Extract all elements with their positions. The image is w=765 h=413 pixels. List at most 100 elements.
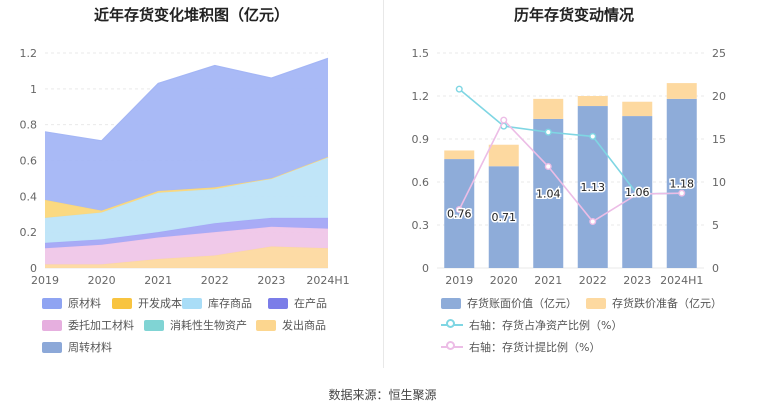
line-point bbox=[633, 190, 641, 198]
area-series-委托加工材料 bbox=[45, 226, 328, 265]
line-point bbox=[678, 189, 686, 197]
legend-label: 右轴：存货占净资产比例（%） bbox=[469, 319, 623, 332]
right-y2-tick-label: 5 bbox=[712, 219, 719, 232]
legend-item-右轴：存货占净资产比例（%）[interactable]: 右轴：存货占净资产比例（%） bbox=[441, 317, 622, 333]
legend-swatch bbox=[42, 319, 62, 331]
legend-item-消耗性生物资产[interactable]: 消耗性生物资产 bbox=[144, 317, 247, 333]
left-x-tick-label: 2022 bbox=[201, 274, 229, 287]
left-x-tick-label: 2021 bbox=[144, 274, 172, 287]
right-y-tick-label: 1.5 bbox=[412, 47, 430, 60]
line-point bbox=[589, 132, 597, 140]
data-source-note: 数据来源：恒生聚源 bbox=[328, 388, 437, 402]
bar-carrying-value bbox=[444, 159, 475, 268]
right-y-tick-label: 0 bbox=[422, 262, 429, 275]
line-point bbox=[544, 128, 552, 136]
legend-swatch bbox=[441, 319, 463, 331]
left-y-tick-label: 0.8 bbox=[20, 119, 38, 132]
line-point bbox=[500, 116, 508, 124]
legend-swatch bbox=[268, 297, 288, 309]
legend-item-发出商品[interactable]: 发出商品 bbox=[256, 317, 326, 333]
right-y2-tick-label: 10 bbox=[712, 176, 726, 189]
legend-swatch bbox=[586, 297, 606, 309]
legend-swatch bbox=[144, 319, 164, 331]
bar-impairment-reserve bbox=[444, 150, 475, 160]
right-x-tick-label: 2022 bbox=[579, 274, 607, 287]
legend-label: 发出商品 bbox=[282, 319, 326, 332]
legend-label: 在产品 bbox=[294, 297, 327, 310]
legend-label: 开发成本 bbox=[138, 297, 182, 310]
bar-carrying-value bbox=[666, 98, 697, 268]
right-x-tick-label: 2023 bbox=[623, 274, 651, 287]
bar-impairment-reserve bbox=[666, 83, 697, 99]
legend-swatch bbox=[256, 319, 276, 331]
right-chart-title: 历年存货变动情况 bbox=[513, 6, 634, 24]
right-x-tick-label: 2021 bbox=[534, 274, 562, 287]
legend-item-开发成本[interactable]: 开发成本 bbox=[112, 295, 182, 311]
bar-data-label: 1.18 bbox=[670, 177, 695, 190]
line-point bbox=[589, 218, 597, 226]
legend-item-原材料[interactable]: 原材料 bbox=[42, 295, 101, 311]
area-series-在产品 bbox=[45, 217, 328, 249]
left-y-tick-label: 1.2 bbox=[20, 47, 38, 60]
right-x-tick-label: 2024H1 bbox=[660, 274, 703, 287]
legend-label: 原材料 bbox=[68, 297, 101, 310]
legend-label: 委托加工材料 bbox=[68, 319, 134, 332]
left-y-tick-label: 0.4 bbox=[20, 190, 38, 203]
area-edge-原材料 bbox=[44, 57, 329, 142]
right-x-tick-label: 2020 bbox=[490, 274, 518, 287]
right-y-tick-label: 0.6 bbox=[412, 176, 430, 189]
legend-label: 存货跌价准备（亿元） bbox=[612, 297, 722, 310]
legend-label: 周转材料 bbox=[68, 341, 112, 354]
left-x-tick-label: 2023 bbox=[257, 274, 285, 287]
right-y-tick-label: 0.9 bbox=[412, 133, 430, 146]
panel-divider bbox=[383, 0, 384, 368]
right-y-tick-label: 0.3 bbox=[412, 219, 430, 232]
bar-carrying-value bbox=[533, 118, 564, 268]
left-y-tick-label: 0.2 bbox=[20, 226, 38, 239]
right-x-tick-label: 2019 bbox=[445, 274, 473, 287]
legend-label: 库存商品 bbox=[208, 297, 252, 310]
bar-data-label: 0.71 bbox=[492, 211, 517, 224]
bar-data-label: 0.76 bbox=[447, 208, 472, 221]
legend-swatch bbox=[182, 297, 202, 309]
left-y-tick-label: 0 bbox=[30, 262, 37, 275]
legend-item-存货账面价值（亿元）[interactable]: 存货账面价值（亿元） bbox=[441, 295, 577, 311]
legend-swatch bbox=[42, 297, 62, 309]
right-y-tick-label: 1.2 bbox=[412, 90, 430, 103]
legend-item-右轴：存货计提比例（%）[interactable]: 右轴：存货计提比例（%） bbox=[441, 339, 600, 355]
bar-impairment-reserve bbox=[622, 101, 653, 117]
line-point bbox=[544, 163, 552, 171]
legend-item-周转材料[interactable]: 周转材料 bbox=[42, 339, 112, 355]
legend-label: 消耗性生物资产 bbox=[170, 319, 247, 332]
legend-item-库存商品[interactable]: 库存商品 bbox=[182, 295, 252, 311]
bar-data-label: 1.06 bbox=[625, 186, 650, 199]
area-series-库存商品 bbox=[45, 156, 328, 243]
bar-impairment-reserve bbox=[577, 96, 608, 107]
left-x-tick-label: 2020 bbox=[88, 274, 116, 287]
bar-carrying-value bbox=[488, 166, 519, 268]
bar-impairment-reserve bbox=[488, 144, 519, 167]
right-y2-tick-label: 20 bbox=[712, 90, 726, 103]
left-y-tick-label: 0.6 bbox=[20, 155, 38, 168]
legend-swatch bbox=[441, 341, 463, 353]
bar-data-label: 1.13 bbox=[581, 181, 606, 194]
left-x-tick-label: 2024H1 bbox=[306, 274, 349, 287]
bar-data-label: 1.04 bbox=[536, 187, 561, 200]
legend-swatch bbox=[112, 297, 132, 309]
legend-label: 存货账面价值（亿元） bbox=[467, 297, 577, 310]
right-y2-tick-label: 25 bbox=[712, 47, 726, 60]
area-series-原材料 bbox=[45, 58, 328, 211]
left-y-tick-label: 1 bbox=[30, 83, 37, 96]
legend-item-存货跌价准备（亿元）[interactable]: 存货跌价准备（亿元） bbox=[586, 295, 722, 311]
bar-impairment-reserve bbox=[533, 98, 564, 119]
legend-item-委托加工材料[interactable]: 委托加工材料 bbox=[42, 317, 134, 333]
left-chart-title: 近年存货变化堆积图（亿元） bbox=[93, 6, 289, 24]
legend-item-在产品[interactable]: 在产品 bbox=[268, 295, 327, 311]
left-x-tick-label: 2019 bbox=[31, 274, 59, 287]
legend-label: 右轴：存货计提比例（%） bbox=[469, 341, 601, 354]
line-point bbox=[455, 85, 463, 93]
legend-swatch bbox=[42, 341, 62, 353]
line-series-provision-ratio bbox=[458, 118, 682, 223]
area-series-开发成本 bbox=[45, 156, 328, 218]
